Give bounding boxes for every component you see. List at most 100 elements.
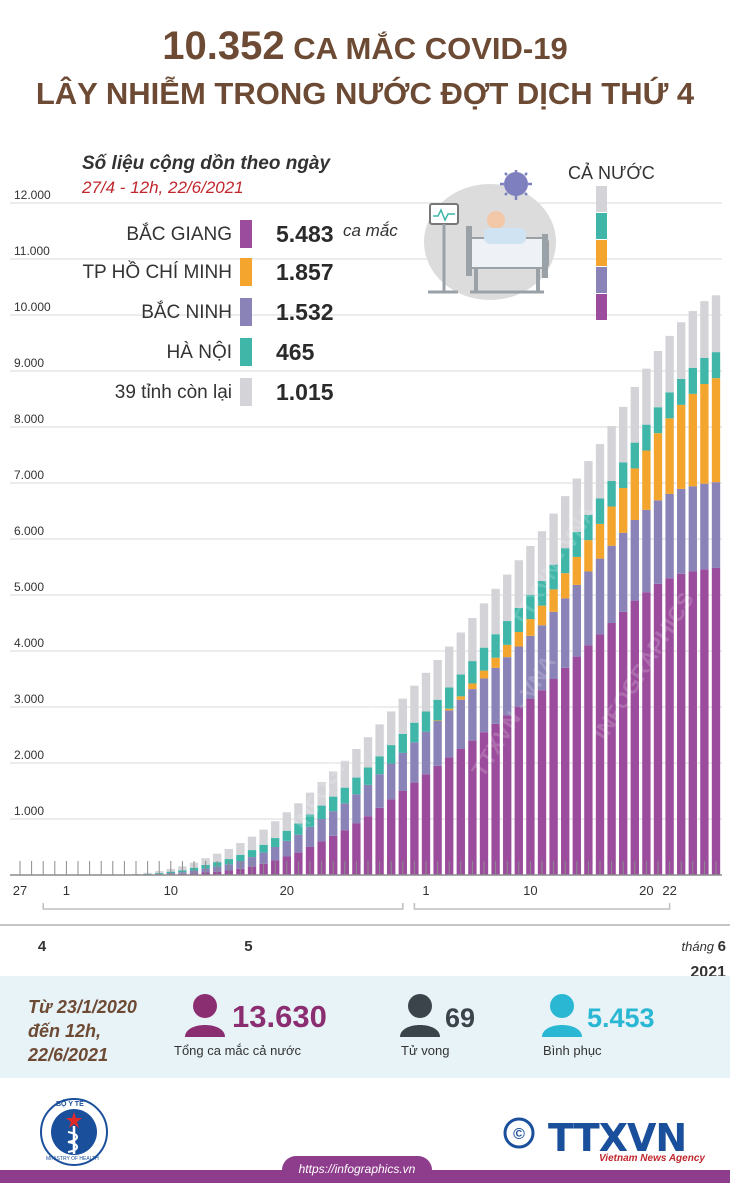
bar-segment: [491, 588, 500, 635]
bar-segment: [468, 683, 477, 690]
bar-segment: [619, 611, 628, 875]
bar-segment: [317, 841, 326, 875]
y-tick-label: 10.000: [14, 300, 51, 314]
bar-segment: [491, 657, 500, 668]
bar-segment: [572, 531, 581, 557]
bar-segment: [340, 787, 349, 804]
bar-segment: [363, 767, 373, 785]
bar-segment: [247, 850, 257, 858]
bar-segment: [514, 707, 523, 875]
bar-segment: [665, 493, 674, 579]
bar-segment: [653, 407, 663, 434]
bar-segment: [572, 656, 581, 875]
legend-swatch: [240, 258, 252, 286]
bar-segment: [236, 843, 245, 855]
bar-segment: [677, 404, 686, 489]
person-icon-deaths: [400, 994, 440, 1037]
bar-segment: [456, 749, 465, 875]
ca-nuoc-segment: [596, 213, 607, 239]
y-tick-label: 9.000: [14, 356, 44, 370]
bar-segment: [259, 844, 268, 853]
bar-segment: [421, 672, 431, 712]
bar-segment: [607, 480, 616, 507]
ca-nuoc-segment: [596, 267, 607, 293]
bar-segment: [584, 540, 593, 572]
bar-segment: [259, 852, 268, 864]
bar-segment: [398, 752, 407, 791]
bar-segment: [607, 506, 616, 546]
bar-segment: [607, 426, 616, 481]
bar-segment: [387, 711, 396, 746]
bar-segment: [271, 838, 280, 847]
bar-segment: [711, 378, 721, 483]
bar-segment: [537, 531, 547, 581]
bar-segment: [410, 685, 419, 723]
ministry-en: MINISTRY OF HEALTH: [46, 1156, 99, 1162]
vna-caption: Vietnam News Agency: [599, 1153, 705, 1164]
bar-segment: [363, 784, 373, 817]
bar-segment: [700, 483, 709, 570]
bar-segment: [549, 513, 558, 565]
bar-segment: [619, 488, 628, 533]
stat-total-value: 13.630: [232, 999, 327, 1034]
legend-row: BẮC NINH: [0, 298, 232, 328]
bar-segment: [700, 301, 709, 358]
bar-segment: [595, 523, 605, 559]
summary-period-line-1: Từ 23/1/2020: [28, 997, 137, 1017]
bar-segment: [421, 731, 431, 775]
bar-segment: [619, 406, 628, 463]
bar-segment: [595, 558, 605, 635]
bar-segment: [700, 383, 709, 484]
bar-segment: [294, 834, 303, 853]
bar-segment: [375, 756, 384, 775]
bar-segment: [468, 689, 477, 741]
bar-segment: [479, 678, 489, 733]
ca-nuoc-label: CẢ NƯỚC: [568, 163, 655, 183]
bar-segment: [352, 777, 361, 795]
legend-swatch: [240, 220, 252, 248]
y-tick-label: 4.000: [14, 636, 44, 650]
summary-period-line-3: 22/6/2021: [28, 1045, 109, 1065]
bar-segment: [526, 594, 535, 620]
bar-segment: [271, 847, 280, 861]
bar-segment: [688, 393, 697, 487]
bar-segment: [433, 721, 442, 766]
month-6-number: 6: [718, 938, 726, 955]
bar-segment: [688, 571, 697, 875]
bar-segment: [526, 546, 535, 595]
x-tick-label: 20: [639, 883, 653, 898]
x-tick-label: 22: [662, 883, 676, 898]
bar-segment: [561, 548, 570, 574]
year-label: 2021: [690, 964, 726, 976]
legend-value: 5.483: [276, 221, 334, 247]
ministry-of-health-logo: [40, 1098, 108, 1166]
bar-segment: [224, 848, 233, 860]
copyright-symbol: ©: [513, 1126, 525, 1143]
bar-segment: [387, 799, 396, 875]
month-5-bracket: [42, 903, 404, 910]
source-url[interactable]: https://infographics.vn: [298, 1162, 416, 1176]
bar-segment: [305, 814, 315, 827]
x-tick-label: 1: [63, 883, 70, 898]
bar-segment: [329, 811, 338, 836]
legend-value: 1.532: [276, 299, 334, 325]
bar-segment: [537, 581, 547, 606]
chart-bars: [131, 295, 721, 876]
bar-segment: [595, 498, 605, 524]
bar-segment: [700, 569, 709, 875]
bar-segment: [514, 607, 523, 632]
legend-row: HÀ NỘI: [0, 338, 232, 368]
bar-segment: [642, 592, 651, 875]
url-tab: [282, 1156, 432, 1183]
virus-icon: [504, 172, 528, 196]
person-icon-recovered: [542, 994, 582, 1037]
legend-value: 1.857: [276, 259, 334, 285]
bar-segment: [549, 564, 558, 590]
bar-segment: [665, 418, 674, 494]
legend-value: 465: [276, 339, 315, 365]
bar-segment: [445, 687, 454, 709]
bar-segment: [363, 737, 373, 768]
bar-segment: [711, 295, 721, 353]
bar-segment: [607, 545, 616, 623]
bar-segment: [630, 442, 639, 469]
